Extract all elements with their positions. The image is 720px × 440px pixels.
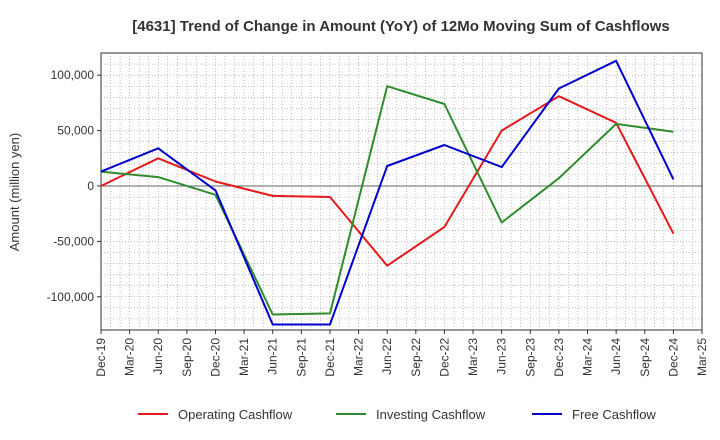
investing-cashflow-line xyxy=(100,85,674,316)
operating-cashflow-line xyxy=(100,95,675,267)
x-tick-label: Jun-22 xyxy=(380,338,394,375)
x-tick-label: Dec-19 xyxy=(94,338,108,377)
x-tick-label: Mar-25 xyxy=(695,338,709,376)
chart-title: [4631] Trend of Change in Amount (YoY) o… xyxy=(132,18,670,35)
legend: Operating Cashflow Investing Cashflow Free… xyxy=(138,407,656,422)
x-tick-label: Mar-20 xyxy=(123,338,137,376)
x-tick-label: Mar-24 xyxy=(581,338,595,376)
x-tick-label: Jun-21 xyxy=(266,338,280,375)
x-tick-label: Mar-22 xyxy=(352,338,366,376)
x-tick-label: Dec-23 xyxy=(552,338,566,377)
y-tick-label: -100,000 xyxy=(47,290,95,304)
x-tick-label: Dec-21 xyxy=(323,338,337,377)
y-axis-label: Amount (million yen) xyxy=(7,133,22,252)
x-tick-label: Mar-21 xyxy=(237,338,251,376)
x-tick-label: Jun-20 xyxy=(151,338,165,375)
y-tick-label: 100,000 xyxy=(51,68,95,82)
x-tick-label: Sep-22 xyxy=(409,338,423,377)
x-tick-label: Jun-24 xyxy=(609,338,623,375)
x-tick-label: Jun-23 xyxy=(495,338,509,375)
y-tick-label: -50,000 xyxy=(53,234,94,248)
x-tick-label: Dec-22 xyxy=(437,338,451,377)
legend-label: Investing Cashflow xyxy=(376,407,486,422)
x-tick-label: Sep-23 xyxy=(523,338,537,377)
x-tick-label: Sep-21 xyxy=(294,338,308,377)
grid-lines xyxy=(101,53,702,330)
x-tick-label: Dec-20 xyxy=(208,338,222,377)
x-axis-ticks: Dec-19 Mar-20 Jun-20 Sep-20 Dec-20 Mar-21 Jun-… xyxy=(94,330,709,377)
legend-label: Operating Cashflow xyxy=(178,407,293,422)
y-axis-ticks: 100,000 50,000 0 -50,000 -100,000 xyxy=(47,68,101,304)
legend-label: Free Cashflow xyxy=(572,407,656,422)
x-tick-label: Mar-23 xyxy=(466,338,480,376)
x-tick-label: Dec-24 xyxy=(666,338,680,377)
x-tick-label: Sep-20 xyxy=(180,338,194,377)
series-lines xyxy=(100,59,675,326)
plot-area xyxy=(100,52,703,331)
y-tick-label: 0 xyxy=(87,179,94,193)
x-tick-label: Sep-24 xyxy=(638,338,652,377)
free-cashflow-line xyxy=(100,59,675,326)
y-tick-label: 50,000 xyxy=(57,124,94,138)
